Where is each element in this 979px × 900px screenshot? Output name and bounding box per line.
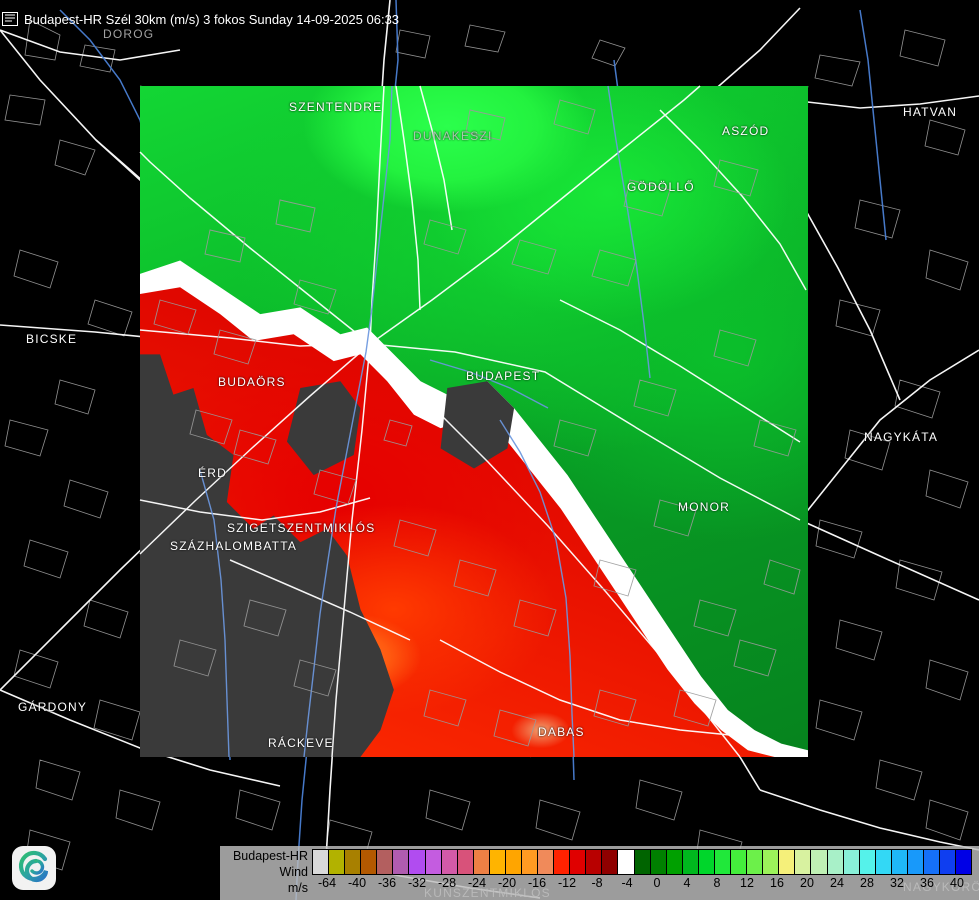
colorbar-cell <box>473 850 490 874</box>
colorbar-tick-label: 0 <box>653 876 661 890</box>
place-label-dunakeszi: DUNAKESZI <box>413 129 493 143</box>
colorbar-tick-label: -24 <box>467 876 487 890</box>
colorbar-tick-label: -16 <box>527 876 547 890</box>
colorbar-tick-label: -36 <box>377 876 397 890</box>
place-label-gardony: GÁRDONY <box>18 700 88 714</box>
colorbar-cell <box>666 850 683 874</box>
colorbar-cell <box>859 850 876 874</box>
colorbar-cell <box>361 850 378 874</box>
colorbar-tick-label: -28 <box>437 876 457 890</box>
window-icon <box>2 12 18 26</box>
place-label-szazhalombatta: SZÁZHALOMBATTA <box>170 539 298 553</box>
place-label-monor: MONOR <box>678 500 730 514</box>
colorbar-tick-label: -64 <box>317 876 337 890</box>
colorbar-cell <box>843 850 860 874</box>
radar-data-field <box>140 86 808 757</box>
colorbar-cell <box>602 850 619 874</box>
place-label-budaors: BUDAÖRS <box>218 375 286 389</box>
field-core-dabas <box>140 86 808 757</box>
place-label-szentendre: SZENTENDRE <box>289 100 383 114</box>
app-logo[interactable] <box>12 846 56 890</box>
place-label-dorog: DOROG <box>103 27 155 41</box>
colorbar-tick-label: 20 <box>800 876 814 890</box>
legend-model: Budapest-HR <box>232 849 308 863</box>
colorbar-cell <box>956 850 972 874</box>
colorbar-cell <box>940 850 957 874</box>
colorbar-cell <box>586 850 603 874</box>
place-label-szigetszentmiklos: SZIGETSZENTMIKLÓS <box>227 521 376 535</box>
colorbar-tick-label: 28 <box>860 876 874 890</box>
colorbar-cell <box>714 850 732 874</box>
colorbar-cell <box>618 850 635 874</box>
colorbar-cell <box>811 850 828 874</box>
colorbar-tick-label: -8 <box>591 876 603 890</box>
colorbar-cell <box>570 850 587 874</box>
colorbar-cell <box>313 850 330 874</box>
place-label-erd: ÉRD <box>198 466 227 480</box>
colorbar-cell <box>682 850 699 874</box>
place-label-nagykata: NAGYKÁTA <box>864 430 939 444</box>
colorbar-cell <box>457 850 474 874</box>
colorbar-tick-label: 36 <box>920 876 934 890</box>
legend-parameter: Wind <box>279 865 308 879</box>
colorbar-tick-label: -12 <box>557 876 577 890</box>
colorbar-legend: Budapest-HR Wind m/s -64 -40 -36 -32 -28 -24-… <box>220 846 979 900</box>
colorbar-cell <box>875 850 892 874</box>
colorbar-cell <box>634 850 651 874</box>
colorbar-tick-label: -32 <box>407 876 427 890</box>
colorbar-cell <box>425 850 442 874</box>
colorbar-tick-label: 32 <box>890 876 904 890</box>
place-label-godollo: GÖDÖLLŐ <box>627 180 695 194</box>
colorbar-tick-label: -20 <box>497 876 517 890</box>
colorbar-cell <box>409 850 426 874</box>
place-label-rackeve: RÁCKEVE <box>268 736 334 750</box>
colorbar-ticks: -64 -40 -36 -32 -28 -24 -20 -16 -12 -8 -4 0 4 8 12 16 20… <box>312 876 972 896</box>
colorbar-cell <box>377 850 394 874</box>
title-text: Budapest-HR Szél 30km (m/s) 3 fokos Sund… <box>24 12 400 27</box>
colorbar-cell <box>345 850 362 874</box>
colorbar-tick-label: -4 <box>621 876 633 890</box>
legend-unit: m/s <box>287 881 308 895</box>
colorbar-wrap <box>312 849 972 875</box>
title-bar: Budapest-HR Szél 30km (m/s) 3 fokos Sund… <box>0 0 979 28</box>
colorbar-tick-label: 16 <box>770 876 784 890</box>
place-label-hatvan: HATVAN <box>903 105 958 119</box>
colorbar-tick-label: 8 <box>713 876 721 890</box>
colorbar-cell <box>763 850 780 874</box>
place-label-budapest: BUDAPEST <box>466 369 541 383</box>
colorbar-cell <box>795 850 812 874</box>
colorbar-tick-label: 24 <box>830 876 844 890</box>
colorbar-tick-label: -40 <box>347 876 367 890</box>
colorbar-cell <box>827 850 844 874</box>
colorbar-cell <box>923 850 941 874</box>
colorbar-cell <box>891 850 908 874</box>
colorbar-cell <box>538 850 555 874</box>
colorbar-tick-label: 4 <box>683 876 691 890</box>
colorbar-tick-label: 12 <box>740 876 754 890</box>
colorbar-cell <box>554 850 571 874</box>
place-label-aszod: ASZÓD <box>722 124 770 138</box>
place-label-bicske: BICSKE <box>26 332 78 346</box>
colorbar-cell <box>393 850 410 874</box>
spiral-icon <box>18 850 49 883</box>
colorbar-cell <box>731 850 748 874</box>
colorbar-cell <box>747 850 764 874</box>
colorbar[interactable] <box>312 849 972 875</box>
colorbar-cell <box>505 850 523 874</box>
place-label-dabas: DABAS <box>538 725 585 739</box>
colorbar-cell <box>698 850 715 874</box>
colorbar-cell <box>441 850 458 874</box>
legend-caption: Budapest-HR Wind m/s <box>224 848 308 896</box>
colorbar-cell <box>489 850 506 874</box>
colorbar-cell <box>779 850 796 874</box>
colorbar-cell <box>650 850 667 874</box>
colorbar-tick-label: 40 <box>950 876 964 890</box>
colorbar-cell <box>907 850 924 874</box>
colorbar-cell <box>522 850 539 874</box>
colorbar-cell <box>329 850 346 874</box>
